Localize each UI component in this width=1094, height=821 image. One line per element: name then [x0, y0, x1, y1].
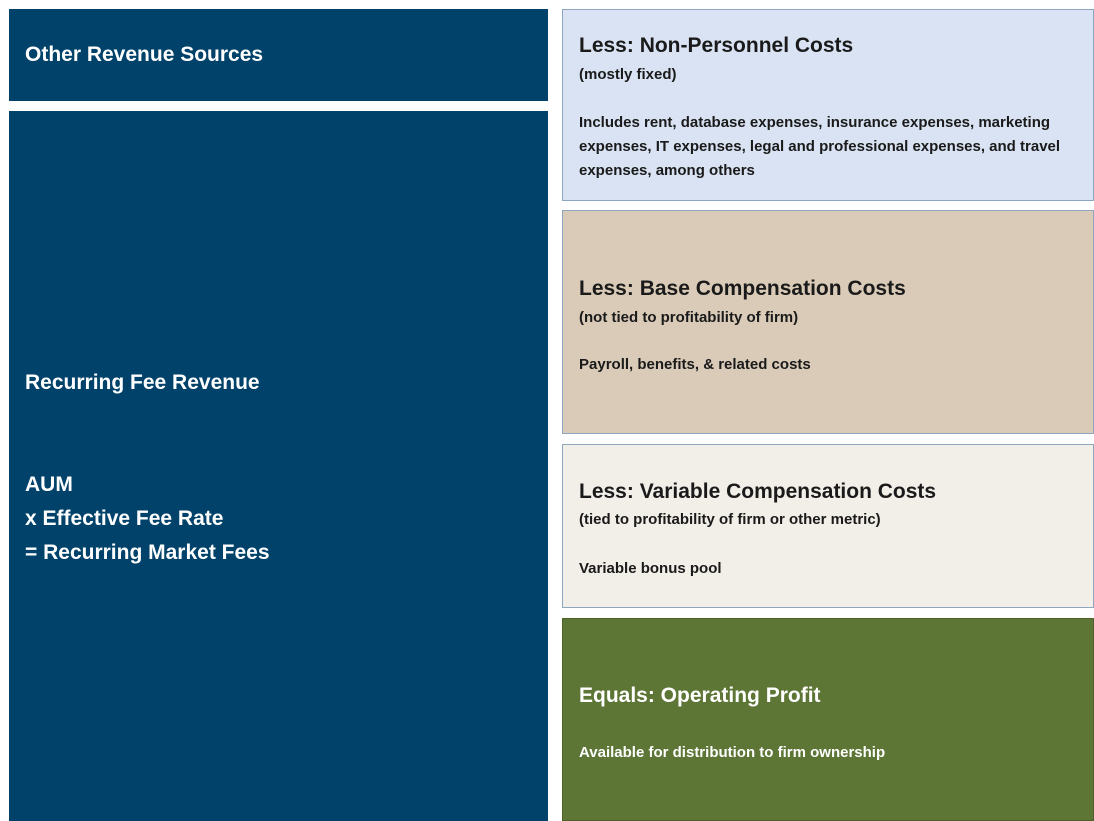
box-title: Less: Non-Personnel Costs	[579, 34, 854, 57]
box-description: Available for distribution to firm owner…	[579, 744, 886, 761]
formula: AUM x Effective Fee Rate = Recurring Mar…	[25, 468, 270, 570]
box-title: Equals: Operating Profit	[579, 684, 821, 707]
box-description: Includes rent, database expenses, insura…	[579, 114, 1061, 179]
other-revenue-box: Other Revenue Sources	[9, 9, 548, 101]
formula-line: AUM	[25, 473, 73, 496]
box-description: Variable bonus pool	[579, 560, 722, 577]
non-personnel-box: Less: Non-Personnel Costs (mostly fixed)…	[562, 9, 1094, 201]
box-description: Payroll, benefits, & related costs	[579, 356, 811, 373]
box-subtitle: (not tied to profitability of firm)	[579, 309, 799, 326]
operating-profit-box: Equals: Operating Profit Available for d…	[562, 618, 1094, 821]
box-title: Other Revenue Sources	[25, 43, 264, 66]
box-subtitle: (mostly fixed)	[579, 66, 677, 83]
formula-line: x Effective Fee Rate	[25, 507, 224, 530]
variable-comp-box: Less: Variable Compensation Costs (tied …	[562, 444, 1094, 608]
recurring-revenue-box: Recurring Fee Revenue AUM x Effective Fe…	[9, 111, 548, 821]
box-title: Recurring Fee Revenue	[25, 371, 260, 394]
box-subtitle: (tied to profitability of firm or other …	[579, 511, 881, 528]
base-comp-box: Less: Base Compensation Costs (not tied …	[562, 210, 1094, 434]
box-title: Less: Base Compensation Costs	[579, 277, 906, 300]
formula-line: = Recurring Market Fees	[25, 541, 270, 564]
box-title: Less: Variable Compensation Costs	[579, 480, 937, 503]
